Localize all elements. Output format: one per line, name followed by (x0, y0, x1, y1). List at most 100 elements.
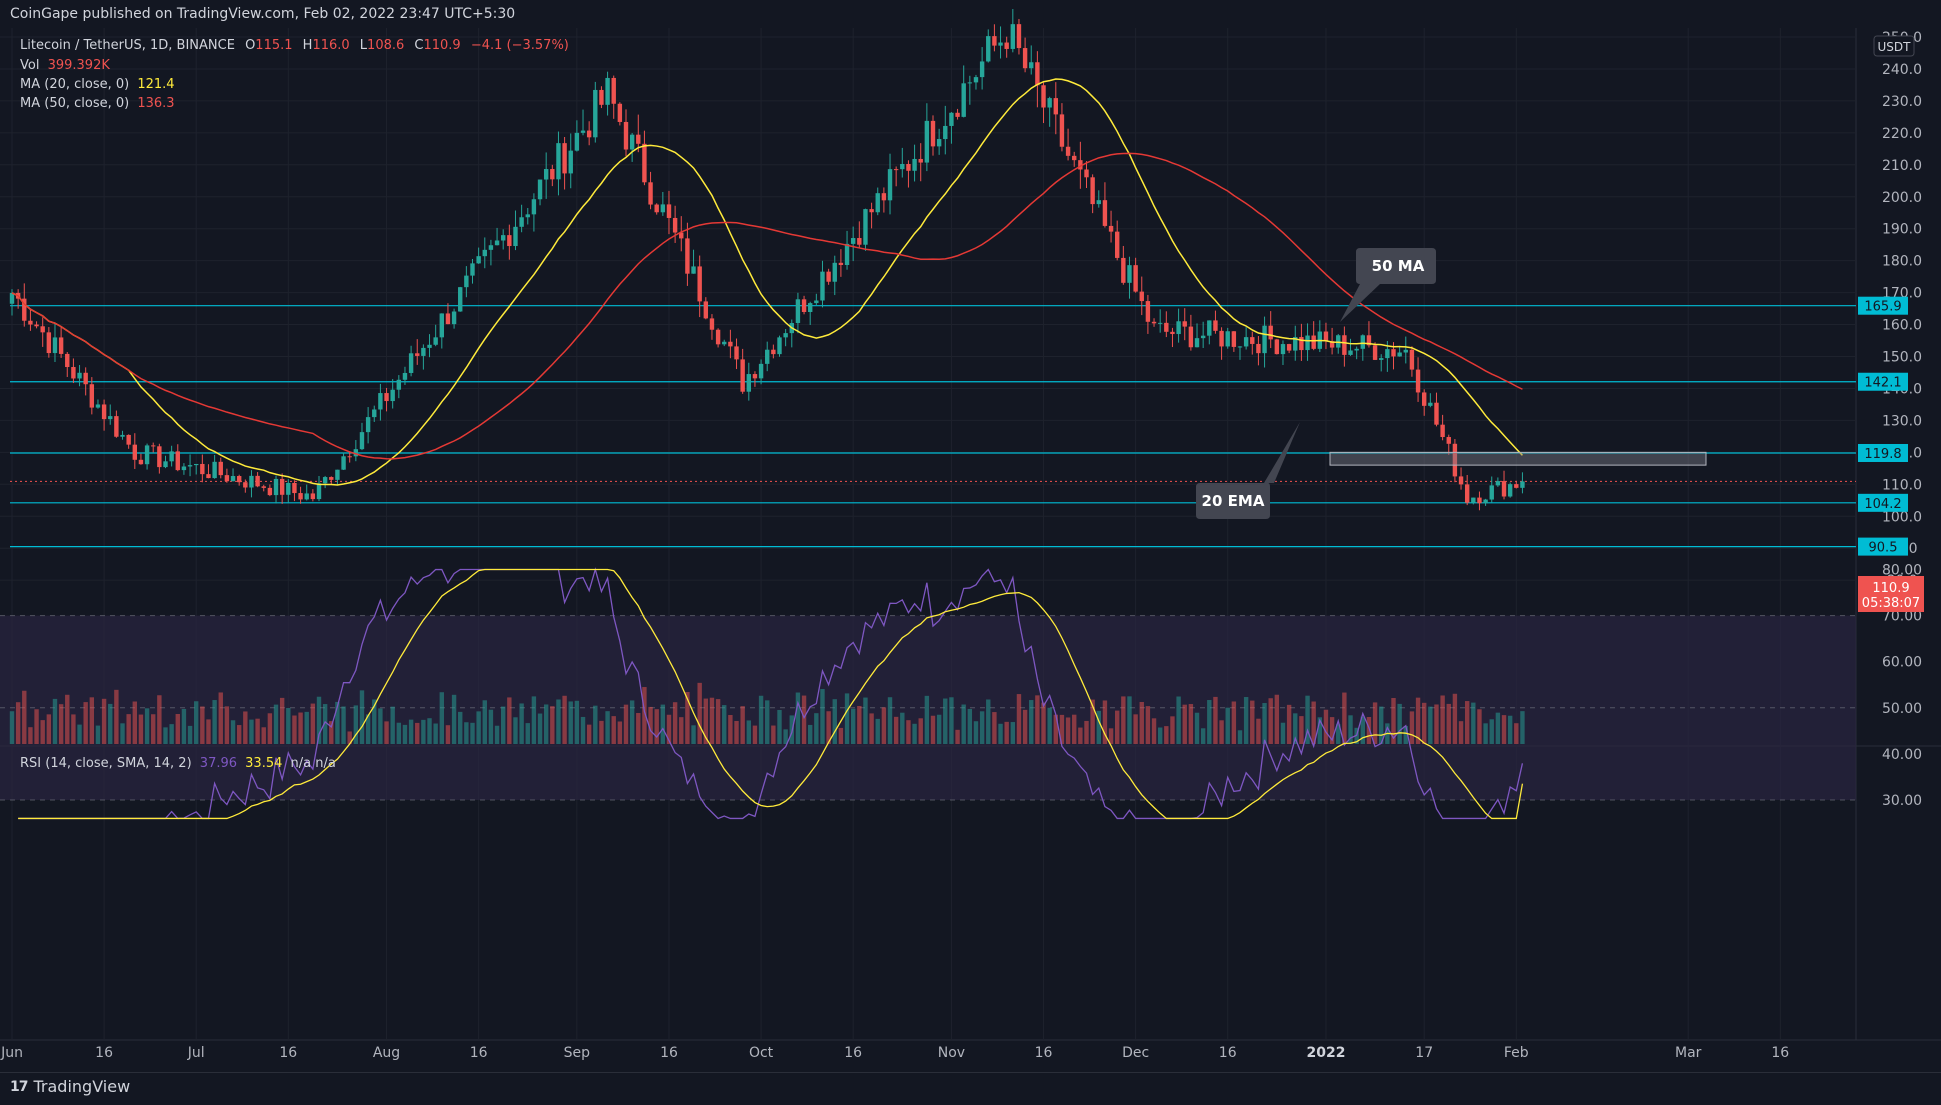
resistance-zone[interactable] (1329, 451, 1707, 466)
volume-bar (255, 718, 260, 744)
candle-body (722, 341, 727, 345)
rsi-legend[interactable]: RSI (14, close, SMA, 14, 2) 37.96 33.54 … (20, 756, 336, 771)
candle-body (476, 256, 481, 264)
candle-body (22, 298, 27, 321)
volume-bar (126, 714, 131, 744)
volume-bar (451, 694, 457, 744)
candle-body (568, 150, 573, 174)
time-tick-label: Jul (187, 1045, 205, 1061)
rsi-axis[interactable]: 80.00 70.00 60.00 50.00 40.00 30.00 (1882, 563, 1922, 810)
rsi-tick-label: 80.00 (1882, 563, 1922, 579)
candle-body (838, 262, 844, 265)
rsi-tick-label: 30.00 (1882, 793, 1922, 809)
volume-bar (408, 719, 414, 744)
open-label: O (245, 38, 256, 53)
volume-bar (1311, 701, 1316, 744)
volume-bar (758, 695, 764, 744)
volume-bar (826, 711, 831, 744)
rsi-sma-value: 33.54 (245, 756, 283, 771)
ema20-callout[interactable]: 20 EMA (1196, 422, 1300, 519)
volume-bar (365, 714, 371, 744)
volume-bar (1520, 711, 1525, 744)
volume-bar (1336, 724, 1341, 744)
volume-bar (801, 695, 807, 744)
volume-bar (1483, 723, 1488, 744)
volume-bar (998, 723, 1003, 744)
currency-badge[interactable]: USDT (1873, 35, 1915, 57)
candle-body (71, 367, 76, 379)
volume-bar (771, 725, 776, 744)
volume-bar (703, 698, 709, 744)
volume-bar (9, 711, 15, 744)
candle-body (771, 349, 776, 355)
price-tick-label: 110.0 (1882, 477, 1922, 493)
volume-bar (918, 718, 923, 744)
volume-bar (1422, 702, 1427, 744)
candle-body (808, 303, 813, 313)
price-chart[interactable]: 250.0240.0230.0220.0210.0200.0190.0180.0… (0, 0, 1941, 1072)
candle-body (194, 463, 199, 466)
candle-body (494, 240, 500, 246)
volume-bar (1170, 716, 1175, 744)
volume-bar (501, 706, 506, 744)
candle-body (900, 163, 905, 170)
volume-bar (212, 700, 217, 744)
candle-body (685, 238, 690, 274)
time-axis[interactable]: Jun 16 Jul 16 Aug 16 Sep 16 Oct 16 Nov 16 Dec 16 2022 1… (0, 1045, 1789, 1061)
candle-body (1225, 331, 1230, 347)
volume-bar (568, 701, 573, 744)
candle-body (206, 474, 211, 479)
volume-bar (341, 706, 346, 744)
volume-bar (906, 720, 911, 744)
volume-bar (875, 718, 880, 744)
candle-body (1391, 349, 1396, 357)
volume-bar (1164, 726, 1169, 744)
ma50-label: MA (50, close, 0) (20, 96, 130, 111)
volume-bar (685, 691, 690, 744)
volume-bar (1280, 722, 1286, 744)
volume-legend[interactable]: Vol 399.392K (20, 58, 110, 73)
volume-bar (138, 714, 144, 744)
volume-bar (1397, 703, 1402, 744)
ma20-legend[interactable]: MA (20, close, 0) 121.4 (20, 77, 175, 92)
volume-bar (893, 716, 899, 744)
candle-body (1262, 325, 1267, 354)
close-label: C (414, 38, 424, 53)
volume-bar (353, 705, 359, 744)
volume-bar (1415, 697, 1421, 744)
rsi-tick-label: 50.00 (1882, 701, 1922, 717)
candle-body (1366, 335, 1372, 346)
candle-body (1329, 341, 1335, 348)
candle-body (525, 214, 530, 218)
candle-body (114, 416, 119, 437)
volume-bar (992, 712, 997, 744)
candle-body (52, 337, 58, 354)
candle-body (230, 476, 236, 482)
candle-body (470, 263, 475, 276)
tradingview-logo[interactable]: 17 TradingView (10, 1077, 130, 1096)
volume-bar (1250, 700, 1255, 744)
volume-bar (1157, 727, 1163, 744)
volume-bar (1495, 712, 1501, 744)
volume-bar (979, 711, 985, 744)
volume-bar (1452, 693, 1458, 744)
candle-body (605, 77, 610, 105)
volume-bar (488, 709, 494, 744)
candle-body (1041, 85, 1046, 108)
volume-bar (1022, 709, 1028, 744)
ma50-callout[interactable]: 50 MA (1340, 248, 1436, 322)
symbol-legend[interactable]: Litecoin / TetherUS, 1D, BINANCE O115.1 … (20, 38, 569, 53)
candle-body (1053, 98, 1058, 115)
ma50-legend[interactable]: MA (50, close, 0) 136.3 (20, 96, 175, 111)
volume-bar (949, 697, 954, 744)
volume-bar (1489, 719, 1494, 744)
volume-bar (1145, 706, 1151, 744)
volume-bar (709, 697, 715, 744)
volume-bar (1004, 721, 1009, 744)
volume-bar (249, 719, 254, 744)
candle-body (267, 487, 273, 496)
candle-body (930, 120, 936, 147)
candle-body (943, 125, 948, 140)
volume-bar (77, 724, 82, 744)
time-tick-label: 16 (844, 1045, 862, 1061)
